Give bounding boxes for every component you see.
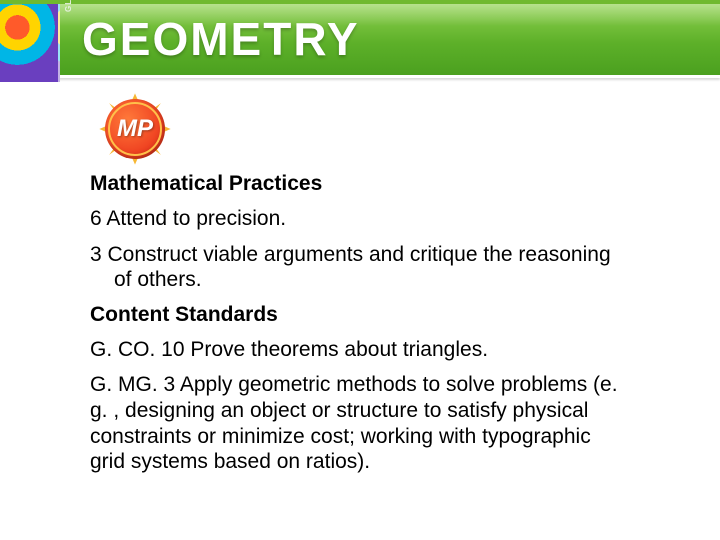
brand-vertical-label: GLENCOE [64,0,73,12]
practice-item-3-text: 3 Construct viable arguments and critiqu… [90,242,630,293]
practice-item-6: 6 Attend to precision. [90,206,630,232]
header-banner: GLENCOE GEOMETRY [0,0,720,78]
practice-item-3: 3 Construct viable arguments and critiqu… [90,242,630,293]
mp-badge: MP [98,92,172,166]
subject-title: GEOMETRY [82,12,360,66]
mp-badge-label: MP [105,99,165,159]
content-block: Mathematical Practices 6 Attend to preci… [90,172,630,485]
cover-thumbnail [0,4,60,82]
standard-gco10: G. CO. 10 Prove theorems about triangles… [90,337,630,363]
practices-heading: Mathematical Practices [90,172,630,196]
standards-heading: Content Standards [90,303,630,327]
standard-gmg3: G. MG. 3 Apply geometric methods to solv… [90,372,630,474]
